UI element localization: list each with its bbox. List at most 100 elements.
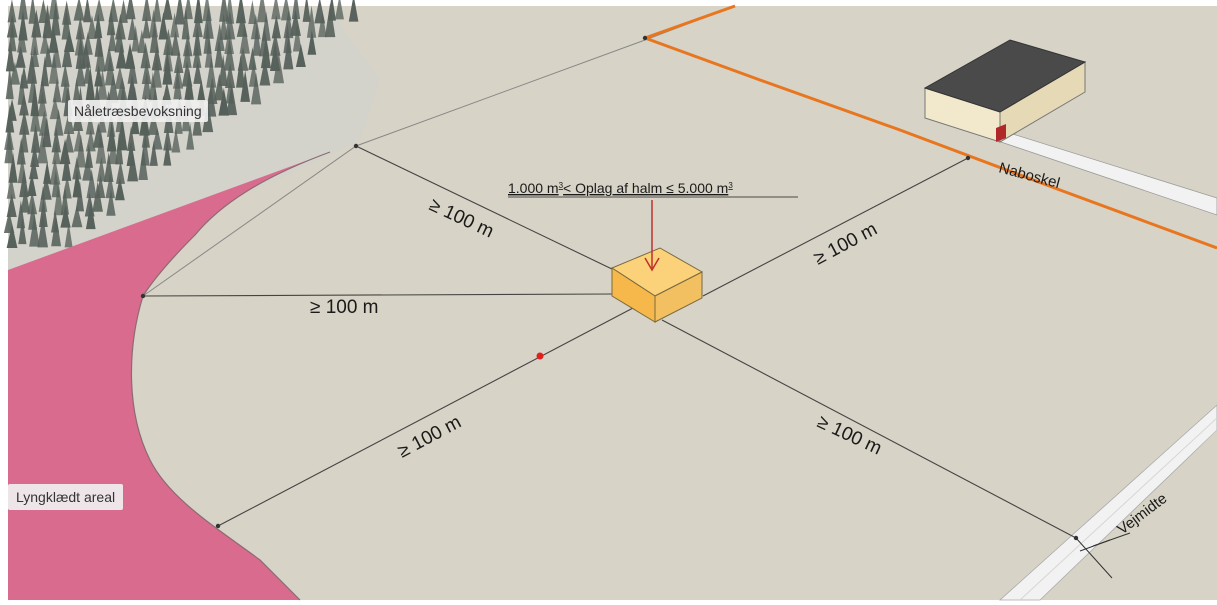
conifer-tree xyxy=(4,129,15,164)
conifer-forest xyxy=(3,0,380,270)
conifer-tree xyxy=(116,77,128,101)
conifer-tree xyxy=(83,0,92,23)
conifer-tree xyxy=(184,68,194,100)
conifer-tree xyxy=(182,41,192,68)
conifer-tree xyxy=(162,51,173,85)
conifer-tree xyxy=(72,77,81,105)
conifer-tree xyxy=(30,100,41,132)
conifer-tree xyxy=(214,23,225,52)
conifer-tree xyxy=(50,1,61,36)
conifer-tree xyxy=(64,222,73,248)
conifer-tree xyxy=(218,54,228,87)
conifer-tree xyxy=(92,181,103,212)
conifer-tree xyxy=(106,121,117,152)
conifer-tree xyxy=(26,51,38,84)
neighbor-boundary xyxy=(644,4,1217,250)
conifer-tree xyxy=(127,149,139,182)
conifer-tree xyxy=(60,185,69,215)
conifer-tree xyxy=(163,140,172,166)
conifer-tree xyxy=(49,96,61,120)
conifer-tree xyxy=(292,23,302,52)
conifer-tree xyxy=(82,155,93,181)
conifer-tree xyxy=(224,38,235,71)
conifer-tree xyxy=(86,169,97,199)
conifer-tree xyxy=(30,82,40,117)
conifer-tree xyxy=(170,12,180,38)
conifer-tree xyxy=(226,82,238,116)
conifer-tree xyxy=(214,38,224,68)
conifer-tree xyxy=(52,141,61,165)
conifer-tree xyxy=(29,156,39,180)
conifer-tree xyxy=(8,152,18,183)
conifer-tree xyxy=(295,43,306,68)
conifer-tree xyxy=(28,0,37,24)
conifer-tree xyxy=(119,0,128,23)
conifer-tree xyxy=(27,191,38,215)
conifer-tree xyxy=(307,29,317,55)
conifer-tree xyxy=(5,41,16,72)
conifer-tree xyxy=(18,217,27,245)
conifer-tree xyxy=(93,0,105,22)
conifer-tree xyxy=(142,15,151,39)
conifer-tree xyxy=(20,186,31,213)
road-center-marker xyxy=(1075,532,1131,579)
conifer-tree xyxy=(250,72,262,105)
conifer-tree xyxy=(193,25,202,56)
conifer-tree xyxy=(59,138,71,165)
conifer-tree xyxy=(31,9,42,38)
conifer-tree xyxy=(30,27,39,55)
straw-stack xyxy=(610,247,704,323)
conifer-tree xyxy=(106,111,116,137)
conifer-tree xyxy=(141,72,152,100)
conifer-tree xyxy=(137,29,147,53)
conifer-tree xyxy=(43,44,53,68)
conifer-tree xyxy=(273,51,285,84)
conifer-tree xyxy=(235,54,246,88)
conifer-tree xyxy=(85,201,96,230)
conifer-tree xyxy=(16,137,26,165)
conifer-tree xyxy=(290,9,301,36)
conifer-tree xyxy=(174,0,185,25)
conifer-tree xyxy=(283,9,294,39)
conifer-tree xyxy=(63,110,75,135)
conifer-tree xyxy=(61,150,72,181)
conifer-tree xyxy=(49,157,61,185)
conifer-tree xyxy=(61,8,72,40)
conifer-tree xyxy=(163,126,172,151)
conifer-tree xyxy=(149,140,158,166)
conifer-tree xyxy=(6,175,16,199)
conifer-tree xyxy=(19,109,30,135)
conifer-tree xyxy=(30,123,41,153)
conifer-tree xyxy=(115,42,127,69)
conifer-tree xyxy=(37,92,48,117)
conifer-tree xyxy=(161,81,172,105)
conifer-tree xyxy=(51,127,61,153)
conifer-tree xyxy=(192,43,202,68)
conifer-tree xyxy=(192,12,203,38)
conifer-tree xyxy=(348,0,359,22)
conifer-tree xyxy=(73,0,85,21)
storage-caption: 1.000 m3< Oplag af halm ≤ 5.000 m3 xyxy=(508,180,733,196)
conifer-tree xyxy=(138,146,148,180)
conifer-tree xyxy=(81,41,91,68)
conifer-tree xyxy=(239,23,250,54)
conifer-tree xyxy=(202,100,214,133)
conifer-tree xyxy=(115,160,125,184)
conifer-tree xyxy=(60,204,71,228)
conifer-tree xyxy=(141,0,152,21)
barn xyxy=(923,39,1087,143)
conifer-tree xyxy=(181,7,190,40)
conifer-tree xyxy=(115,176,125,201)
conifer-tree xyxy=(107,140,119,165)
conifer-tree xyxy=(61,38,73,68)
conifer-tree xyxy=(97,69,108,100)
conifer-tree xyxy=(106,8,116,36)
conifer-tree xyxy=(131,25,140,52)
conifer-tree xyxy=(37,214,49,248)
conifer-tree xyxy=(27,172,37,196)
conifer-tree xyxy=(29,214,40,247)
conifer-tree xyxy=(38,185,48,212)
conifer-tree xyxy=(86,15,97,39)
conifer-tree xyxy=(271,0,281,20)
conifer-tree xyxy=(306,5,317,38)
